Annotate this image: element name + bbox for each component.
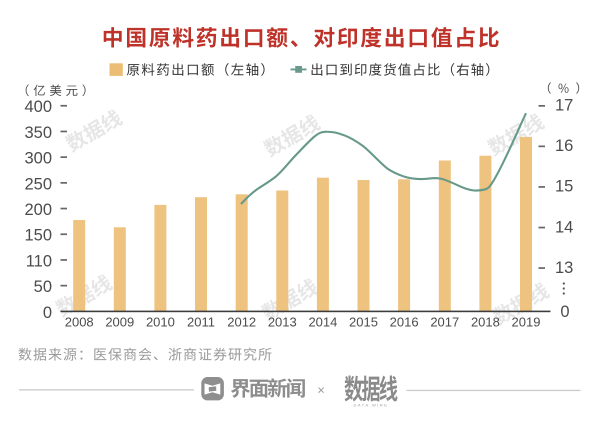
svg-text:150: 150 [24,227,52,245]
svg-text:2013: 2013 [268,315,297,330]
svg-text:2011: 2011 [187,315,215,330]
svg-text:350: 350 [24,124,52,142]
svg-text:17: 17 [555,97,573,115]
svg-text:DATA WIRE: DATA WIRE [354,403,389,408]
svg-text:2017: 2017 [430,315,459,330]
svg-text:2012: 2012 [227,315,256,330]
svg-text:0: 0 [43,304,52,322]
svg-text:×: × [317,382,325,397]
svg-text:400: 400 [24,98,52,116]
svg-text:2018: 2018 [471,315,500,330]
svg-text:0: 0 [560,303,569,321]
svg-text:200: 200 [24,201,52,219]
svg-text:2008: 2008 [65,315,94,330]
svg-text:2010: 2010 [146,315,175,330]
svg-text:110: 110 [26,252,52,270]
svg-text:15: 15 [555,178,573,196]
svg-text:300: 300 [24,150,52,168]
svg-text:2019: 2019 [512,315,541,330]
svg-text:250: 250 [24,175,52,193]
svg-text:2014: 2014 [308,315,337,330]
svg-text:2009: 2009 [105,315,134,330]
svg-text:14: 14 [555,218,573,236]
svg-text:13: 13 [555,259,573,277]
svg-text:2015: 2015 [349,315,378,330]
svg-text:16: 16 [555,137,573,155]
svg-text:50: 50 [34,278,52,296]
svg-text:2016: 2016 [390,315,419,330]
